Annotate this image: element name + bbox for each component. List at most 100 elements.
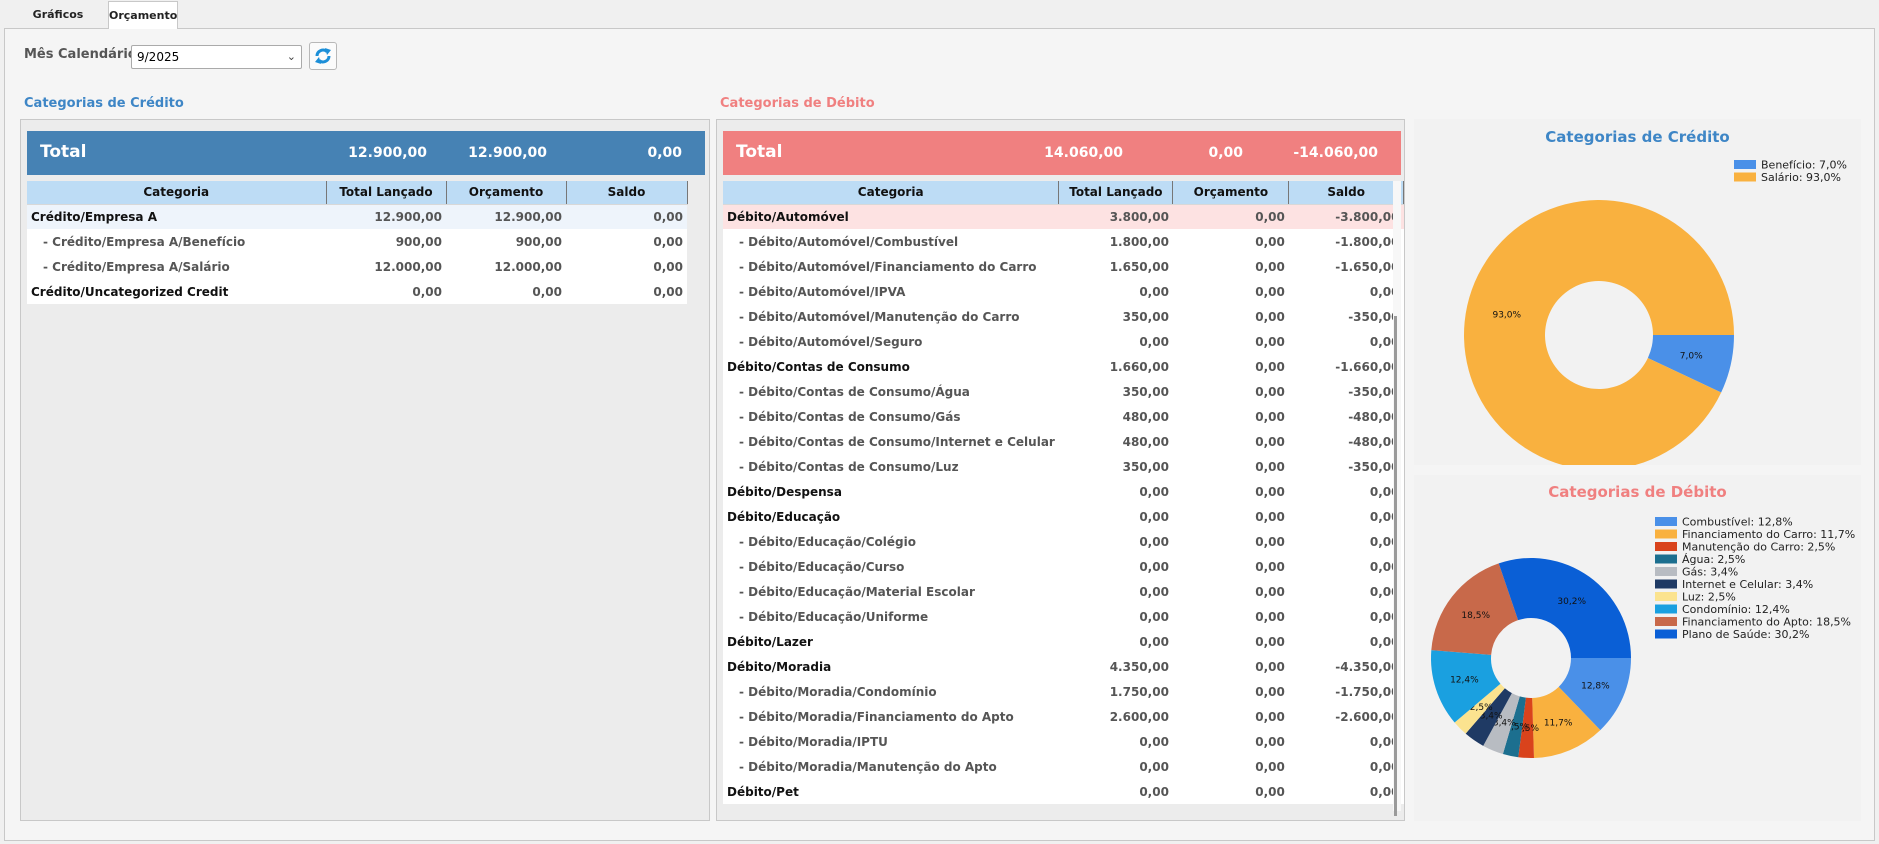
table-row[interactable]: - Débito/Contas de Consumo/Internet e Ce… xyxy=(723,429,1404,454)
row-categoria: - Débito/Contas de Consumo/Internet e Ce… xyxy=(723,429,1059,454)
row-categoria: - Débito/Automóvel/Financiamento do Carr… xyxy=(723,254,1059,279)
table-row[interactable]: Débito/Despensa 0,00 0,00 0,00 xyxy=(723,479,1404,504)
row-saldo: 0,00 xyxy=(1288,504,1404,529)
table-row[interactable]: - Débito/Educação/Curso 0,00 0,00 0,00 xyxy=(723,554,1404,579)
row-total-lancado: 0,00 xyxy=(1058,504,1173,529)
table-row[interactable]: - Débito/Automóvel/IPVA 0,00 0,00 0,00 xyxy=(723,279,1404,304)
month-label: Mês Calendário xyxy=(24,47,137,62)
row-categoria: Débito/Pet xyxy=(723,779,1059,804)
row-orcamento: 0,00 xyxy=(1172,704,1289,729)
legend-swatch xyxy=(1655,592,1677,601)
row-saldo: 0,00 xyxy=(566,229,687,254)
debit-scrollbar-thumb[interactable] xyxy=(1394,316,1397,816)
row-orcamento: 12.900,00 xyxy=(446,204,566,229)
table-row[interactable]: Débito/Moradia 4.350,00 0,00 -4.350,00 xyxy=(723,654,1404,679)
table-row[interactable]: - Débito/Educação/Colégio 0,00 0,00 0,00 xyxy=(723,529,1404,554)
legend-item: Financiamento do Carro: 11,7% xyxy=(1655,528,1855,541)
pie-slice-plano-de-sa-de[interactable] xyxy=(1498,558,1631,658)
credit-header-categoria[interactable]: Categoria xyxy=(27,181,327,205)
legend-label: Internet e Celular: 3,4% xyxy=(1682,578,1813,591)
row-total-lancado: 0,00 xyxy=(1058,329,1173,354)
legend-swatch xyxy=(1655,617,1677,626)
table-row[interactable]: Crédito/Uncategorized Credit 0,00 0,00 0,00 xyxy=(27,279,687,304)
tab-orcamento[interactable]: Orçamento xyxy=(108,1,178,29)
table-row[interactable]: - Débito/Moradia/Financiamento do Apto 2.… xyxy=(723,704,1404,729)
table-row[interactable]: Débito/Contas de Consumo 1.660,00 0,00 -1.6… xyxy=(723,354,1404,379)
credit-header-orcamento[interactable]: Orçamento xyxy=(446,181,567,205)
table-row[interactable]: Débito/Lazer 0,00 0,00 0,00 xyxy=(723,629,1404,654)
row-total-lancado: 0,00 xyxy=(1058,529,1173,554)
legend-label: Financiamento do Carro: 11,7% xyxy=(1682,528,1855,541)
pie-slice--gua[interactable] xyxy=(1502,696,1526,758)
row-categoria: Débito/Despensa xyxy=(723,479,1059,504)
row-saldo: 0,00 xyxy=(566,279,687,304)
table-row[interactable]: - Débito/Moradia/Manutenção do Apto 0,00 0… xyxy=(723,754,1404,779)
table-row[interactable]: - Débito/Automóvel/Financiamento do Carr… xyxy=(723,254,1404,279)
row-orcamento: 0,00 xyxy=(1172,529,1289,554)
pie-slice-condom-nio[interactable] xyxy=(1431,650,1501,723)
table-row[interactable]: - Débito/Contas de Consumo/Luz 350,00 0,00… xyxy=(723,454,1404,479)
pie-slice-benef-cio[interactable] xyxy=(1647,335,1734,393)
table-row[interactable]: - Débito/Automóvel/Manutenção do Carro 35… xyxy=(723,304,1404,329)
debit-chart-title: Categorias de Débito xyxy=(1548,483,1727,501)
table-row[interactable]: - Débito/Moradia/IPTU 0,00 0,00 0,00 xyxy=(723,729,1404,754)
pie-slice-internet-e-celular[interactable] xyxy=(1465,688,1512,746)
pie-slice-financiamento-do-apto[interactable] xyxy=(1431,563,1519,655)
slice-data-label: 3,4% xyxy=(1480,712,1503,722)
debit-header-orcamento[interactable]: Orçamento xyxy=(1172,181,1290,205)
tab-graficos-mensais[interactable]: Gráficos Mensais xyxy=(32,8,84,43)
debit-header-categoria[interactable]: Categoria xyxy=(723,181,1060,205)
table-row[interactable]: - Débito/Automóvel/Seguro 0,00 0,00 0,00 xyxy=(723,329,1404,354)
pie-slice-g-s[interactable] xyxy=(1483,693,1520,754)
table-row[interactable]: Débito/Automóvel 3.800,00 0,00 -3.800,00 xyxy=(723,204,1404,229)
pie-slice-manuten-o-do-carro[interactable] xyxy=(1518,697,1534,758)
table-row[interactable]: - Débito/Educação/Uniforme 0,00 0,00 0,00 xyxy=(723,604,1404,629)
row-saldo: -350,00 xyxy=(1288,304,1404,329)
debit-header-total-lancado[interactable]: Total Lançado xyxy=(1058,181,1174,205)
table-row[interactable]: - Débito/Contas de Consumo/Gás 480,00 0,00… xyxy=(723,404,1404,429)
row-categoria: - Débito/Automóvel/Manutenção do Carro xyxy=(723,304,1059,329)
row-total-lancado: 0,00 xyxy=(1058,279,1173,304)
pie-slice-sal-rio[interactable] xyxy=(1464,200,1734,465)
row-orcamento: 0,00 xyxy=(1172,654,1289,679)
pie-slice-combust-vel[interactable] xyxy=(1558,658,1631,731)
table-row[interactable]: Débito/Pet 0,00 0,00 0,00 xyxy=(723,779,1404,804)
table-row[interactable]: - Crédito/Empresa A/Salário 12.000,00 12.0… xyxy=(27,254,687,279)
slice-data-label: 12,8% xyxy=(1581,681,1610,691)
legend-item: Condomínio: 12,4% xyxy=(1655,603,1790,616)
row-total-lancado: 1.750,00 xyxy=(1058,679,1173,704)
table-row[interactable]: - Débito/Contas de Consumo/Água 350,00 0,0… xyxy=(723,379,1404,404)
table-row[interactable]: - Débito/Moradia/Condomínio 1.750,00 0,00-… xyxy=(723,679,1404,704)
debit-scrollbar[interactable] xyxy=(1393,181,1401,811)
slice-data-label: 11,7% xyxy=(1544,719,1573,729)
row-total-lancado: 0,00 xyxy=(1058,779,1173,804)
credit-total-label: Total xyxy=(40,142,87,162)
pie-slice-luz[interactable] xyxy=(1454,683,1505,734)
debit-header-saldo[interactable]: Saldo xyxy=(1288,181,1404,205)
table-row[interactable]: - Débito/Educação/Material Escolar 0,00 0,… xyxy=(723,579,1404,604)
credit-panel: Total 12.900,00 12.900,00 0,00 Categoria… xyxy=(20,119,710,821)
row-total-lancado: 0,00 xyxy=(1058,554,1173,579)
month-select[interactable]: 9/2025 ⌄ xyxy=(131,45,302,69)
row-saldo: 0,00 xyxy=(1288,729,1404,754)
legend-item: Combustível: 12,8% xyxy=(1655,516,1793,529)
credit-header-saldo[interactable]: Saldo xyxy=(566,181,688,205)
legend-label: Condomínio: 12,4% xyxy=(1682,603,1790,616)
row-orcamento: 0,00 xyxy=(1172,604,1289,629)
row-saldo: -1.650,00 xyxy=(1288,254,1404,279)
credit-total-orcamento: 12.900,00 xyxy=(468,145,547,161)
pie-slice-financiamento-do-carro[interactable] xyxy=(1532,686,1601,758)
row-total-lancado: 1.650,00 xyxy=(1058,254,1173,279)
row-saldo: 0,00 xyxy=(1288,279,1404,304)
table-row[interactable]: Crédito/Empresa A 12.900,00 12.900,00 0,00 xyxy=(27,204,687,229)
table-row[interactable]: - Crédito/Empresa A/Benefício 900,00 900,0… xyxy=(27,229,687,254)
table-row[interactable]: Débito/Educação 0,00 0,00 0,00 xyxy=(723,504,1404,529)
row-total-lancado: 0,00 xyxy=(1058,729,1173,754)
credit-total-bar: Total 12.900,00 12.900,00 0,00 xyxy=(27,131,705,175)
credit-header-total-lancado[interactable]: Total Lançado xyxy=(326,181,447,205)
row-orcamento: 0,00 xyxy=(1172,354,1289,379)
table-row[interactable]: - Débito/Automóvel/Combustível 1.800,00 0,… xyxy=(723,229,1404,254)
row-categoria: - Débito/Automóvel/IPVA xyxy=(723,279,1059,304)
refresh-button[interactable] xyxy=(309,42,337,70)
row-orcamento: 0,00 xyxy=(1172,454,1289,479)
